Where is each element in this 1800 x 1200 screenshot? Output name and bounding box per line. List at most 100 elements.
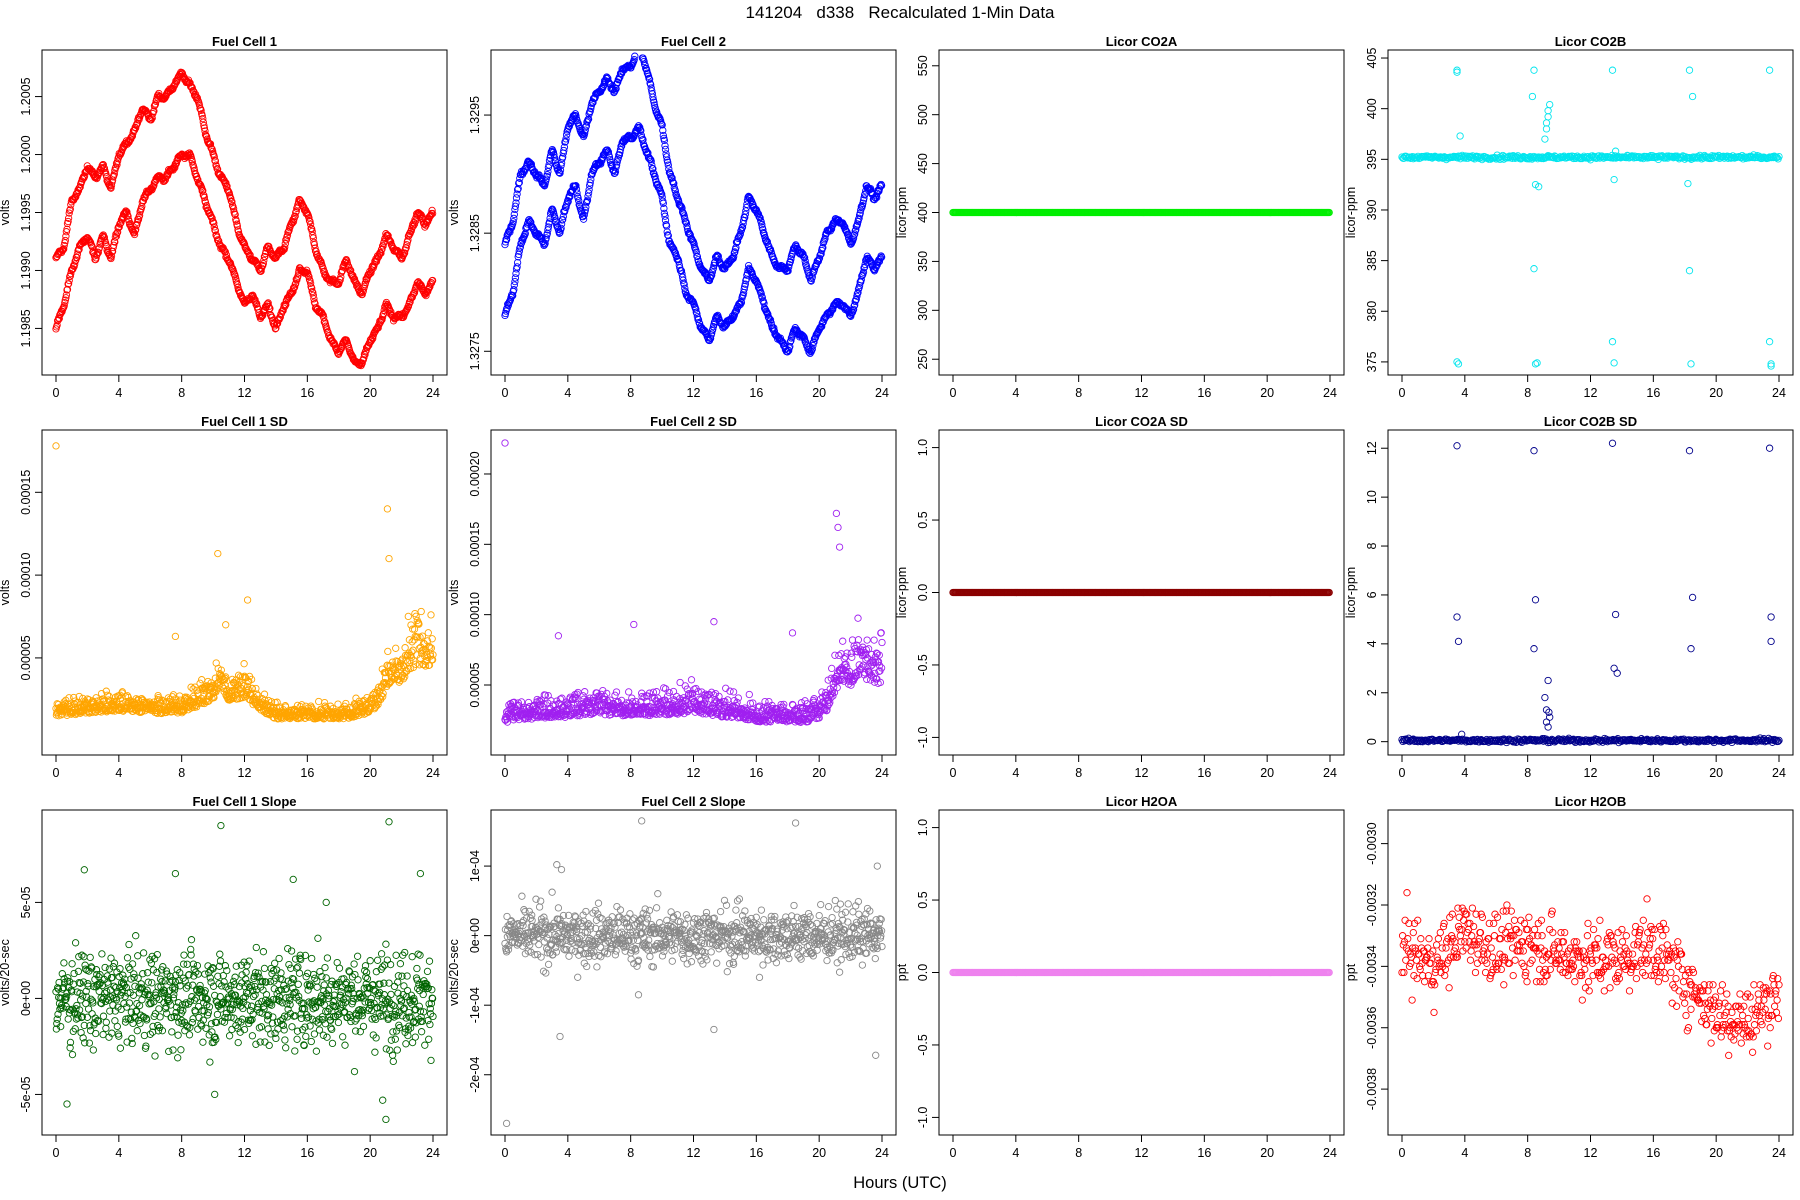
data-point — [222, 183, 231, 191]
y-tick-label: 550 — [916, 55, 930, 76]
data-point — [281, 240, 289, 248]
data-point — [223, 182, 231, 190]
x-tick-label: 12 — [687, 766, 701, 780]
data-point — [60, 302, 68, 310]
data-point — [1544, 113, 1552, 121]
data-point — [351, 278, 360, 286]
data-point — [199, 186, 207, 195]
data-point — [305, 214, 313, 222]
data-point — [63, 285, 72, 294]
x-tick-label: 24 — [426, 386, 440, 400]
x-tick-label: 20 — [812, 766, 826, 780]
x-tick-label: 12 — [238, 766, 252, 780]
x-tick-label: 4 — [1012, 386, 1019, 400]
data-point — [186, 79, 194, 87]
data-point — [376, 249, 385, 257]
plot-frame — [1387, 49, 1794, 376]
data-point — [211, 226, 219, 234]
y-tick-label: 385 — [1365, 250, 1379, 271]
data-point — [1610, 359, 1618, 367]
data-point — [75, 184, 84, 192]
data-point — [334, 700, 342, 708]
data-point — [132, 124, 140, 132]
y-tick-label: 1.2005 — [19, 77, 33, 115]
data-point — [199, 118, 207, 126]
x-tick-label: 4 — [115, 766, 122, 780]
y-axis-label: volts — [0, 580, 12, 606]
data-point — [1608, 338, 1617, 346]
x-tick-label: 4 — [1461, 386, 1468, 400]
data-point — [1688, 92, 1697, 101]
data-point — [64, 217, 72, 226]
figure-x-label: Hours (UTC) — [853, 1174, 947, 1192]
figure-title: 141204 d338 Recalculated 1-Min Data — [745, 3, 1055, 22]
data-point — [265, 242, 273, 251]
data-point — [311, 244, 319, 252]
data-point — [404, 612, 412, 621]
data-point — [227, 194, 235, 203]
data-point — [60, 241, 68, 250]
data-point — [1530, 66, 1538, 74]
data-point — [178, 69, 186, 77]
data-point — [307, 224, 315, 233]
panel-title: Fuel Cell 1 SD — [201, 414, 288, 429]
x-tick-label: 12 — [687, 386, 701, 400]
data-point — [1542, 125, 1551, 133]
data-point — [288, 219, 297, 227]
data-point — [210, 223, 218, 231]
y-tick-label: 390 — [1365, 199, 1379, 220]
data-point — [367, 266, 376, 274]
y-axis-label: volts — [0, 200, 12, 226]
y-axis-label: volts — [447, 580, 461, 606]
data-point — [65, 276, 73, 285]
data-point — [111, 233, 120, 241]
y-tick-label: 0.00015 — [19, 470, 33, 515]
x-tick-label: 16 — [300, 766, 314, 780]
data-point — [279, 245, 288, 253]
data-point — [107, 252, 116, 260]
data-point — [222, 251, 231, 259]
data-point — [63, 225, 71, 233]
data-point — [1684, 179, 1692, 188]
x-tick-label: 8 — [627, 386, 634, 400]
data-point — [71, 257, 79, 265]
data-point — [113, 228, 122, 236]
data-points — [949, 208, 1333, 217]
data-point — [392, 644, 400, 652]
data-point — [260, 256, 268, 265]
data-point — [292, 208, 300, 217]
data-point — [428, 206, 436, 215]
data-point — [151, 100, 160, 108]
data-point — [209, 147, 217, 156]
x-tick-label: 8 — [1075, 386, 1082, 400]
plot-frame — [41, 49, 448, 376]
data-point — [213, 165, 221, 173]
data-point — [112, 232, 121, 240]
data-point — [107, 181, 116, 190]
data-point — [210, 219, 218, 227]
data-point — [1544, 107, 1552, 115]
data-point — [200, 121, 208, 130]
data-point — [59, 246, 67, 254]
y-tick-label: 0.00015 — [468, 522, 482, 567]
data-point — [283, 231, 292, 239]
x-tick-label: 20 — [363, 386, 377, 400]
x-tick-label: 0 — [53, 386, 60, 400]
panel-title: Licor CO2B — [1555, 34, 1627, 49]
data-point — [309, 231, 317, 240]
data-point — [213, 233, 221, 241]
data-point — [1685, 267, 1694, 275]
y-tick-label: 450 — [916, 153, 930, 174]
y-tick-label: 250 — [916, 349, 930, 370]
data-point — [75, 245, 83, 254]
x-tick-label: 0 — [1399, 386, 1406, 400]
x-tick-label: 16 — [1646, 386, 1660, 400]
data-point — [387, 238, 395, 246]
x-tick-label: 4 — [564, 766, 571, 780]
data-point — [246, 251, 254, 259]
y-tick-label: 1.2000 — [19, 135, 33, 173]
data-point — [190, 88, 198, 96]
